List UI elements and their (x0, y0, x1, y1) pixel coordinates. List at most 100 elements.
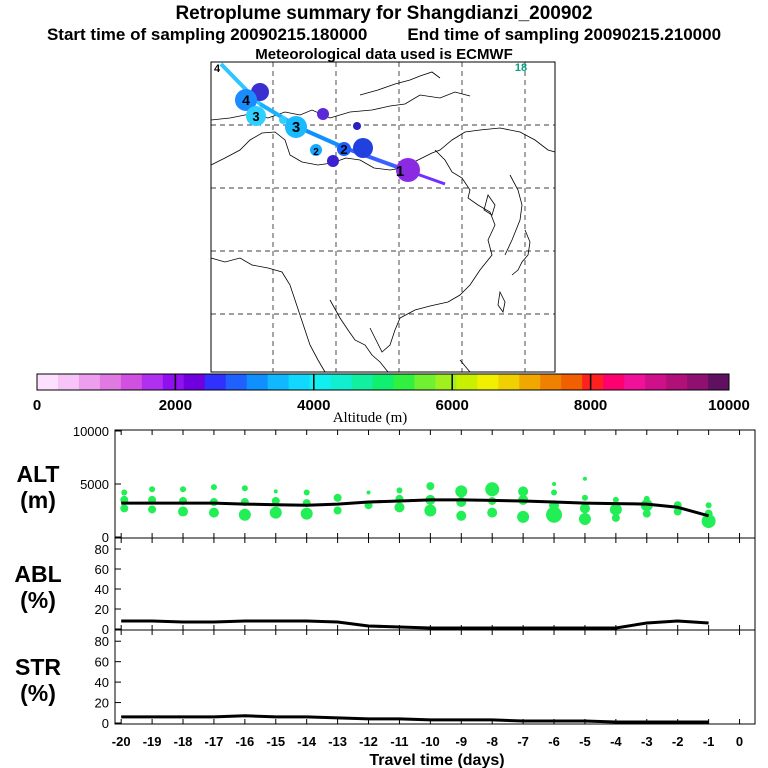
x-tick-label: -20 (112, 734, 131, 749)
scatter-point (121, 489, 128, 496)
x-tick-label: -7 (517, 734, 529, 749)
chart-title: Retroplume summary for Shangdianzi_20090… (175, 3, 593, 24)
scatter-point (455, 485, 468, 498)
scatter-point (579, 503, 590, 514)
colorbar-cell (582, 374, 604, 390)
day-marker-label: 4 (242, 92, 250, 108)
colorbar-cell (708, 374, 730, 390)
y-tick-label: 10000 (73, 424, 109, 439)
colorbar-cell (57, 374, 80, 390)
scatter-point (333, 493, 342, 502)
scatter-point (424, 504, 437, 517)
scatter-point (673, 507, 682, 516)
panel-ylabel-bottom: (m) (20, 487, 56, 513)
scatter-point (120, 504, 129, 513)
panel-ylabel-top: ABL (14, 561, 61, 587)
day-marker-label: 2 (313, 147, 319, 158)
colorbar-cell (498, 374, 520, 390)
scatter-point (705, 502, 712, 509)
panel-ylabel-bottom: (%) (20, 587, 56, 613)
y-tick-label: 0 (102, 622, 109, 637)
colorbar-cell (120, 374, 143, 390)
y-tick-label: 80 (95, 542, 109, 557)
scatter-point (485, 482, 500, 497)
colorbar-tick-label: 4000 (297, 397, 330, 414)
colorbar-cell (246, 374, 269, 390)
day-marker-label: 1 (396, 163, 404, 180)
day-labels: 1 2 2 3 3 4 4 18 (214, 62, 527, 180)
start-time: Start time of sampling 20090215.180000 (46, 25, 368, 44)
y-tick-label: 20 (95, 602, 109, 617)
y-tick-label: 40 (95, 675, 109, 690)
scatter-point (551, 489, 558, 496)
colorbar-cell (540, 374, 562, 390)
x-tick-label: -11 (390, 734, 408, 749)
panel-abl: 80 60 40 20 0 ABL(%) (14, 537, 756, 637)
end-time: End time of sampling 20090215.210000 (407, 25, 722, 44)
day-marker-label: 3 (252, 109, 259, 124)
scatter-point (426, 482, 435, 491)
colorbar-tick-label: 6000 (436, 397, 469, 414)
series-line (121, 714, 709, 724)
x-tick-label: -4 (610, 734, 622, 749)
colorbar-tick-label: 8000 (574, 397, 607, 414)
x-tick-label: -8 (486, 734, 498, 749)
scatter-point (642, 509, 651, 518)
colorbar-cell (204, 374, 227, 390)
x-tick-label: -6 (548, 734, 560, 749)
colorbar-cell (414, 374, 436, 390)
colorbar-tick-label: 2000 (159, 397, 192, 414)
scatter-point (701, 514, 716, 529)
y-tick-label: 60 (95, 562, 109, 577)
map-coastlines (210, 71, 556, 373)
x-tick-label: -1 (703, 734, 715, 749)
x-axis-label: Travel time (days) (369, 752, 504, 768)
scatter-point (210, 484, 217, 491)
colorbar-cell (37, 374, 59, 390)
colorbar-cell (162, 374, 185, 390)
colorbar-frame (36, 373, 730, 391)
panel-frame (114, 537, 756, 631)
series-line (121, 619, 709, 630)
colorbar-cell (624, 374, 646, 390)
scatter-point (518, 486, 529, 497)
x-tick-label: 0 (736, 734, 743, 749)
panel-str: 80 60 40 20 0 STR(%) (15, 629, 756, 731)
colorbar-tick-label: 10000 (708, 397, 750, 414)
scatter-point (582, 476, 587, 481)
colorbar-cell (519, 374, 541, 390)
colorbar-cell (78, 374, 101, 390)
met-data-title: Meteorological data used is ECMWF (255, 46, 513, 63)
colorbar-cell (603, 374, 625, 390)
colorbar-cell (183, 374, 206, 390)
scatter-point (609, 503, 622, 516)
plume-circles (235, 83, 420, 182)
scatter-point (581, 494, 588, 501)
scatter-point (517, 510, 530, 523)
x-tick-label: -9 (455, 734, 467, 749)
x-tick-label: -5 (579, 734, 591, 749)
x-tick-label: -13 (328, 734, 347, 749)
map-frame (210, 61, 556, 373)
panel-ylabel-top: STR (15, 654, 61, 680)
scatter-point (178, 506, 189, 517)
x-tick-label: -2 (672, 734, 684, 749)
scatter-point (578, 512, 591, 525)
sampling-times: Start time of sampling 20090215.180000 En… (0, 25, 768, 45)
colorbar-cell (267, 374, 290, 390)
y-tick-label: 60 (95, 655, 109, 670)
y-tick-label: 20 (95, 696, 109, 711)
scatter-point (643, 495, 650, 502)
colorbar-cell (456, 374, 478, 390)
y-tick-label: 40 (95, 582, 109, 597)
scatter-point (148, 505, 157, 514)
colorbar-cell (561, 374, 583, 390)
panel-ylabel-top: ALT (16, 461, 59, 487)
colorbar-cell (666, 374, 688, 390)
panel-ylabel-bottom: (%) (20, 680, 56, 706)
scatter-point (269, 506, 282, 519)
x-tick-label: -3 (641, 734, 653, 749)
